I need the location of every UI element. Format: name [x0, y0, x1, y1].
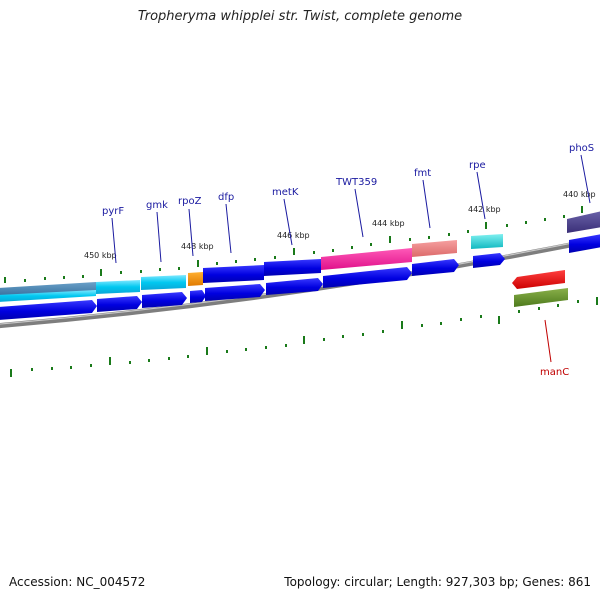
gene-arrow-rpoZ[interactable]: [190, 290, 206, 303]
feature-gmk-bar[interactable]: [141, 275, 186, 290]
label-leader-lines: [111, 154, 591, 264]
gene-label-fmt[interactable]: fmt: [414, 168, 431, 179]
kbp-label-442: 442 kbp: [468, 205, 501, 214]
gene-label-metK[interactable]: metK: [272, 187, 299, 198]
kbp-label-446: 446 kbp: [277, 231, 310, 240]
gene-label-pyrF[interactable]: pyrF: [102, 206, 124, 217]
feature-phoS-bar[interactable]: [567, 211, 600, 233]
gene-label-rpe[interactable]: rpe: [469, 160, 486, 171]
gene-arrow-dfp[interactable]: [205, 284, 265, 301]
genome-summary-text: Topology: circular; Length: 927,303 bp; …: [284, 575, 591, 589]
manC-leader-line: [544, 319, 552, 363]
feature-rpoZ-bar[interactable]: [188, 272, 203, 286]
inner-tick-marks: [10, 297, 598, 377]
kbp-label-444: 444 kbp: [372, 219, 405, 228]
accession-text: Accession: NC_004572: [9, 575, 146, 589]
feature-metK-bar[interactable]: [264, 259, 321, 276]
gene-arrow-pyrF[interactable]: [97, 296, 142, 312]
kbp-label-448: 448 kbp: [181, 242, 214, 251]
gene-arrow-TWT359[interactable]: [323, 267, 412, 288]
gene-label-gmk[interactable]: gmk: [146, 200, 168, 211]
gene-arrow-phoS[interactable]: [569, 234, 600, 253]
outer-tick-marks: [4, 206, 583, 283]
gene-arrow-gmk[interactable]: [142, 292, 187, 308]
feature-manC-bar[interactable]: [514, 288, 568, 307]
kbp-label-450: 450 kbp: [84, 251, 117, 260]
gene-arrow-1[interactable]: [0, 300, 97, 320]
feature-pyrF-bar[interactable]: [96, 280, 140, 294]
gene-label-phoS[interactable]: phoS: [569, 143, 594, 154]
gene-label-dfp[interactable]: dfp: [218, 192, 234, 203]
feature-rpe-bar[interactable]: [471, 234, 503, 249]
gene-label-manC[interactable]: manC: [540, 367, 569, 378]
kbp-label-440: 440 kbp: [563, 190, 596, 199]
gene-arrow-track: [0, 234, 600, 320]
feature-track-outer: [0, 211, 600, 302]
gene-arrow-manC[interactable]: [512, 270, 565, 289]
feature-fmt-bar[interactable]: [412, 240, 457, 257]
feature-dfp-bar[interactable]: [203, 265, 264, 283]
feature-TWT359-bar[interactable]: [321, 248, 412, 270]
gene-label-TWT359[interactable]: TWT359: [335, 177, 377, 188]
map-title: Tropheryma whipplei str. Twist, complete…: [137, 9, 463, 24]
gene-label-rpoZ[interactable]: rpoZ: [178, 196, 202, 207]
gene-arrow-metK[interactable]: [266, 278, 323, 295]
gene-arrow-fmt[interactable]: [412, 259, 459, 276]
feature-cyan-bar-left[interactable]: [0, 290, 96, 302]
gene-arrow-rpe[interactable]: [473, 253, 505, 268]
